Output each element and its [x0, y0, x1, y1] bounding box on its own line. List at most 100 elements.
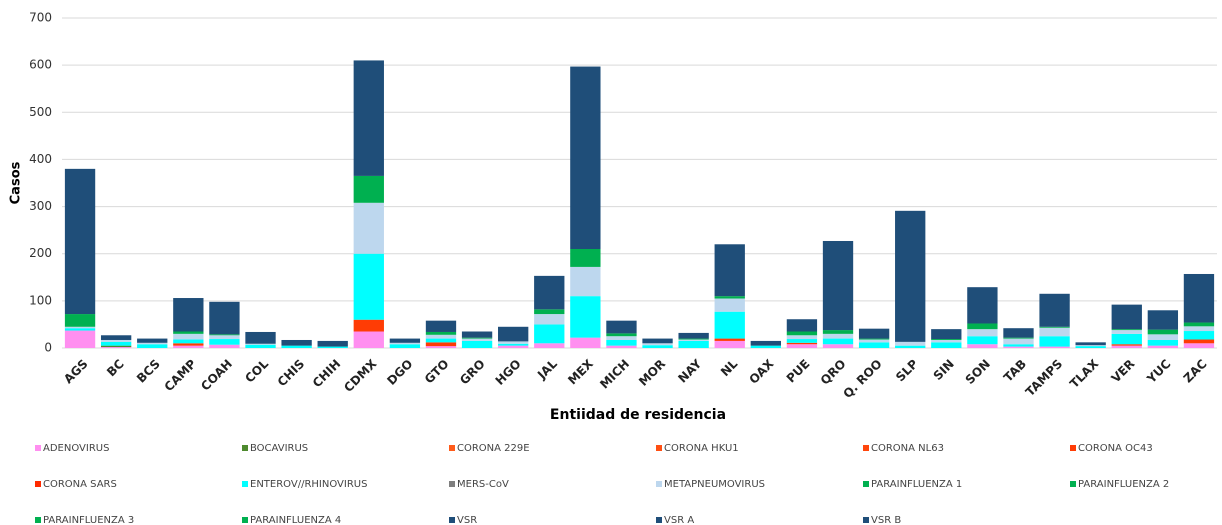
- x-tick-label: SIN: [931, 357, 957, 383]
- y-tick-label: 700: [29, 11, 52, 25]
- bar-segment: [1075, 346, 1106, 348]
- bar-segment: [209, 301, 240, 335]
- bar-segment: [1003, 346, 1034, 348]
- legend-swatch: [35, 481, 41, 487]
- bar-segment: [64, 314, 96, 327]
- bar-segment: [389, 344, 421, 348]
- x-tick-label: SON: [963, 357, 993, 387]
- bar-segment: [209, 344, 240, 348]
- legend-label: ADENOVIRUS: [43, 443, 109, 454]
- bar-segment: [64, 326, 96, 329]
- bar-segment: [100, 335, 132, 340]
- bar-segment: [317, 346, 348, 348]
- bar-segment: [570, 337, 601, 348]
- bar-segment: [534, 275, 565, 310]
- bar-segment: [100, 345, 132, 348]
- bar-segment: [1183, 343, 1215, 348]
- bar-segment: [209, 339, 240, 345]
- legend-label: CORONA SARS: [43, 479, 117, 490]
- bar-segment: [353, 175, 384, 203]
- bar-segment: [967, 287, 998, 324]
- legend-swatch: [1070, 445, 1076, 451]
- bar-segment: [750, 340, 781, 346]
- bar-segment: [570, 266, 601, 297]
- x-tick-label: NAY: [675, 356, 704, 385]
- bar-segment: [1147, 345, 1179, 348]
- bar-segment: [570, 66, 601, 249]
- legend-label: CORONA OC43: [1078, 443, 1153, 454]
- bar-segment: [642, 338, 673, 344]
- bar-segment: [1039, 327, 1070, 337]
- bar-segment: [931, 329, 962, 340]
- legend-swatch: [656, 517, 662, 523]
- bar-segment: [895, 345, 926, 348]
- x-tick-label: SLP: [893, 357, 921, 385]
- y-tick-label: 200: [29, 246, 52, 260]
- bar-segment: [606, 336, 637, 340]
- bar-segment: [895, 341, 926, 346]
- bar-segment: [786, 331, 818, 336]
- bar-segment: [1111, 345, 1142, 348]
- x-tick-label: MEX: [565, 356, 596, 387]
- bar-segment: [1111, 333, 1142, 345]
- bar-segment: [1147, 334, 1179, 340]
- bar-segment: [642, 343, 673, 346]
- bar-segment: [931, 339, 962, 340]
- x-tick-label: OAX: [746, 356, 777, 387]
- y-tick-label: 100: [29, 293, 52, 307]
- x-tick-label: Q. ROO: [840, 357, 884, 401]
- bar-segment: [1183, 331, 1215, 340]
- bar-segment: [534, 324, 565, 344]
- y-tick-label: 600: [29, 58, 52, 72]
- bar-segment: [245, 343, 276, 345]
- legend-label: VSR: [457, 515, 477, 525]
- legend-label: CORONA NL63: [871, 443, 944, 454]
- bar-segment: [822, 338, 854, 345]
- bar-segment: [931, 342, 962, 348]
- bar-segment: [931, 339, 962, 343]
- legend-label: BOCAVIRUS: [250, 443, 308, 454]
- bar-segment: [100, 347, 132, 348]
- bar-segment: [173, 298, 204, 332]
- legend-swatch: [35, 445, 41, 451]
- x-tick-label: NL: [718, 356, 741, 379]
- y-tick-label: 500: [29, 105, 52, 119]
- x-tick-label: HGO: [493, 357, 524, 388]
- y-tick-label: 0: [44, 341, 52, 355]
- bar-segment: [606, 339, 637, 346]
- bar-segment: [209, 334, 240, 336]
- bar-segment: [173, 343, 204, 346]
- legend-label: PARAINFLUENZA 4: [250, 515, 341, 525]
- legend-label: CORONA 229E: [457, 443, 530, 454]
- bar-segment: [858, 342, 890, 348]
- legend-swatch: [449, 481, 455, 487]
- legend-label: CORONA HKU1: [664, 443, 739, 454]
- bar-segment: [173, 333, 204, 340]
- bar-segment: [858, 328, 890, 339]
- bar-segment: [1111, 304, 1142, 330]
- x-tick-label: TLAX: [1067, 356, 1102, 391]
- bar-segment: [678, 339, 709, 341]
- bar-segment: [1111, 330, 1142, 334]
- bar-segment: [1111, 344, 1142, 346]
- bar-segment: [822, 240, 854, 331]
- bar-segment: [786, 344, 818, 348]
- bar-segment: [461, 331, 493, 338]
- x-tick-label: GRO: [457, 357, 488, 388]
- bar-segment: [714, 338, 745, 341]
- legend-swatch: [863, 517, 869, 523]
- bar-segment: [822, 330, 854, 334]
- legend-swatch: [242, 481, 248, 487]
- bar-segment: [461, 337, 493, 339]
- bar-segment: [570, 249, 601, 267]
- bar-segment: [461, 338, 493, 341]
- x-tick-label: CHIS: [275, 357, 308, 390]
- bar-segment: [498, 343, 529, 346]
- bar-segment: [858, 339, 890, 343]
- bar-segment: [858, 338, 890, 340]
- x-tick-label: GTO: [422, 357, 452, 387]
- bar-segment: [786, 319, 818, 332]
- bar-segment: [173, 345, 204, 348]
- bar-segment: [534, 309, 565, 315]
